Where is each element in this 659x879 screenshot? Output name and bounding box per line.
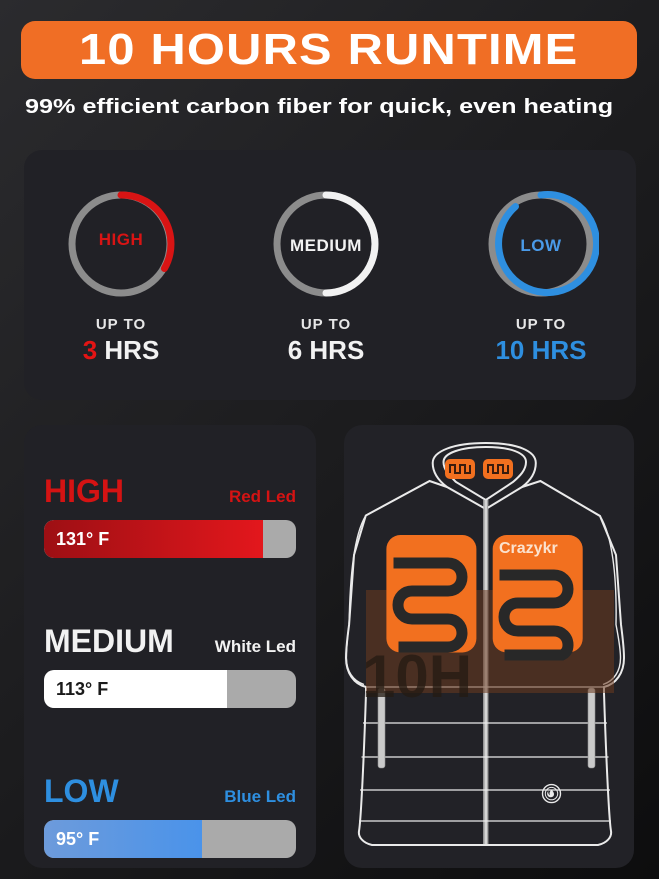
svg-text:Crazykr: Crazykr: [499, 540, 558, 557]
svg-text:10H: 10H: [362, 643, 472, 710]
